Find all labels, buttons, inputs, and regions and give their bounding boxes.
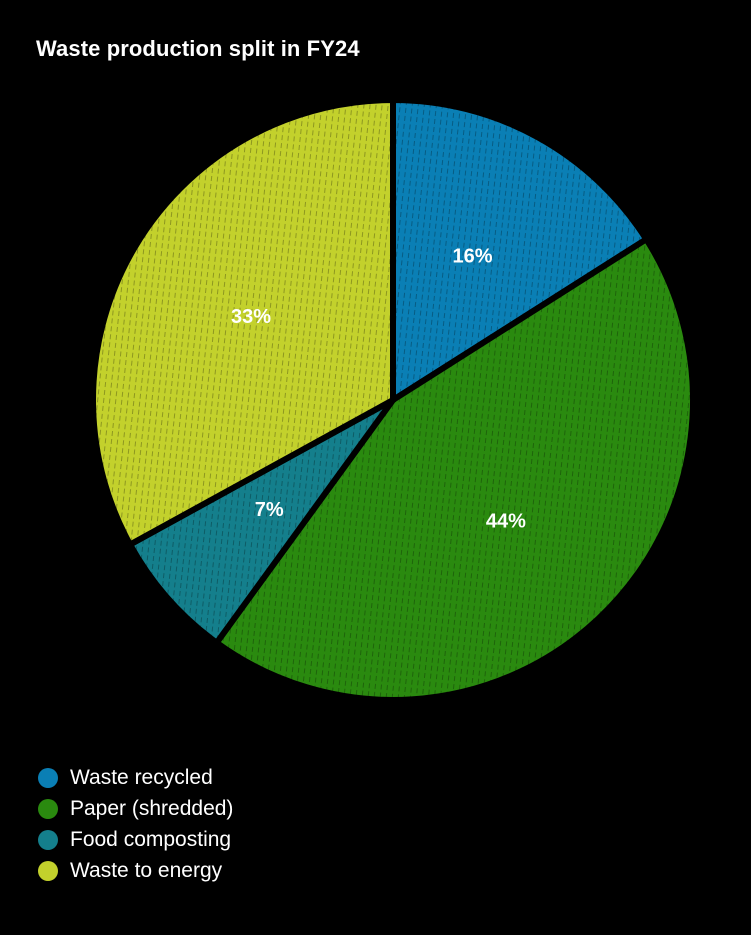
pie-slice-hatch-waste-to-energy	[92, 100, 394, 545]
pie-label-waste-recycled: 16%	[452, 245, 492, 267]
pie-slice-hatch-food-composting	[130, 400, 393, 643]
legend-item-food-composting: Food composting	[38, 824, 233, 855]
pie-label-waste-to-energy: 33%	[231, 306, 271, 328]
legend-swatch	[38, 829, 58, 850]
legend-label: Food composting	[70, 827, 232, 851]
legend-label: Waste recycled	[70, 765, 213, 789]
pie-chart: 16% 44% 7% 33%	[90, 96, 696, 703]
chart-title: Waste production split in FY24	[36, 36, 360, 61]
legend-item-waste-to-energy: Waste to energy	[38, 855, 233, 886]
legend-label: Waste to energy	[70, 858, 223, 882]
pie-label-paper-shredded: 44%	[486, 510, 526, 532]
pie-slice-hatch-paper-shredded	[216, 239, 693, 701]
legend-swatch	[38, 767, 58, 788]
legend-item-paper-shredded: Paper (shredded)	[38, 793, 233, 824]
legend-item-waste-recycled: Waste recycled	[38, 762, 233, 793]
chart-card: Waste production split in FY24 16% 44% 7% 3…	[10, 10, 751, 925]
legend-swatch	[38, 860, 58, 881]
pie-label-food-composting: 7%	[255, 499, 284, 521]
legend-label: Paper (shredded)	[70, 796, 234, 820]
pie-slice-hatch-waste-recycled	[393, 100, 647, 400]
legend: Waste recycled Paper (shredded) Food com…	[38, 762, 233, 886]
legend-swatch	[38, 798, 58, 819]
